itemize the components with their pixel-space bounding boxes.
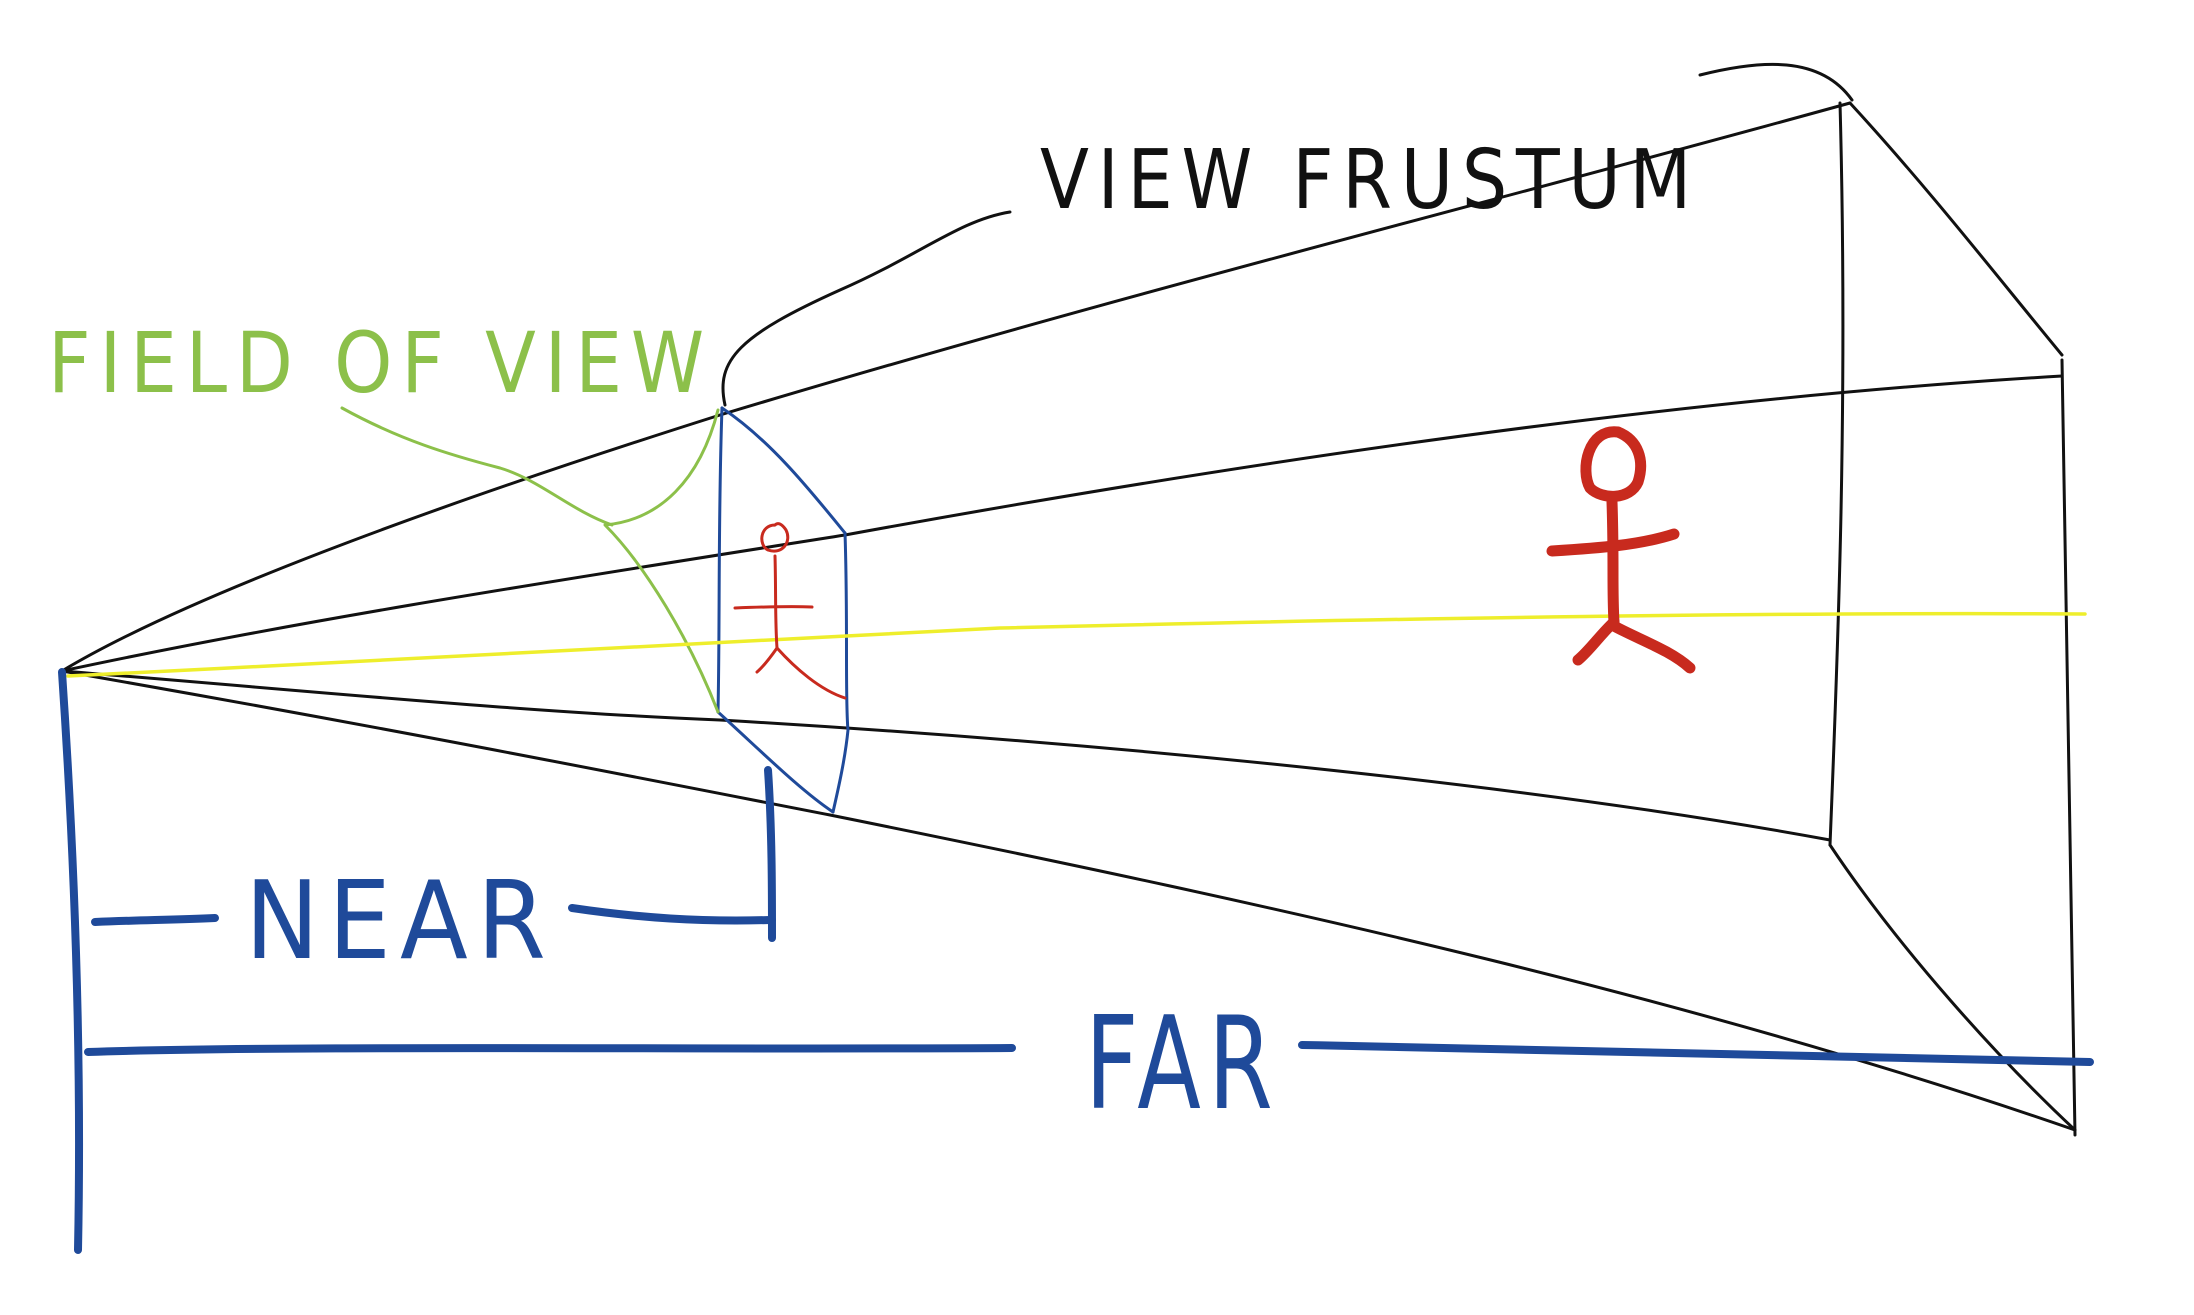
view-frustum-leader	[721, 210, 1012, 407]
far-figure-head	[1580, 426, 1647, 502]
near-label: NEAR	[245, 859, 555, 984]
near-plane-bottom-edge	[716, 710, 835, 814]
far-label: FAR	[1085, 990, 1280, 1139]
far-figure-body	[1606, 496, 1620, 628]
near-figure-arms	[733, 605, 814, 610]
far-stick-figure	[1546, 426, 1696, 674]
near-bracket-end	[764, 766, 776, 942]
view-axis-line	[66, 611, 2087, 678]
far-plane-bottom-edge	[1828, 843, 2077, 1132]
view-frustum-leader-tail	[1698, 62, 1854, 102]
near-figure-left-leg	[755, 646, 779, 674]
view-frustum	[60, 62, 2077, 1137]
distance-markers	[58, 668, 2094, 1254]
near-figure-head	[760, 522, 790, 553]
field-of-view-label: FIELD OF VIEW	[48, 314, 713, 412]
far-bracket-left	[84, 1044, 1016, 1056]
far-figure-arms	[1546, 528, 1680, 557]
frustum-top-left-edge	[60, 101, 1852, 673]
near-stick-figure	[733, 522, 847, 700]
near-plane-top-edge	[720, 406, 847, 535]
far-figure-right-leg	[1608, 620, 1696, 674]
view-frustum-label: VIEW FRUSTUM	[1040, 133, 1700, 228]
far-figure-left-leg	[1572, 616, 1620, 666]
frustum-bottom-right-edge	[60, 669, 2077, 1132]
near-bracket-left	[91, 914, 219, 926]
far-bracket-right	[1298, 1041, 2094, 1066]
near-figure-body	[773, 554, 779, 650]
far-plane-right-edge	[2060, 358, 2077, 1137]
frustum-top-right-edge	[60, 374, 2064, 673]
field-of-view-marker	[340, 406, 720, 714]
near-bracket-right	[568, 904, 776, 925]
far-plane-top-edge	[1848, 101, 2064, 357]
near-figure-right-leg	[775, 646, 847, 700]
field-of-view-pointer	[340, 406, 614, 527]
frustum-bottom-left-edge	[60, 669, 1832, 842]
near-plane	[716, 406, 850, 814]
near-plane-left-edge	[716, 406, 724, 714]
field-of-view-arc	[603, 408, 720, 714]
far-plane-left-edge	[1828, 101, 1845, 847]
origin-vertical-line	[58, 668, 84, 1254]
near-plane-right-edge	[831, 531, 850, 814]
